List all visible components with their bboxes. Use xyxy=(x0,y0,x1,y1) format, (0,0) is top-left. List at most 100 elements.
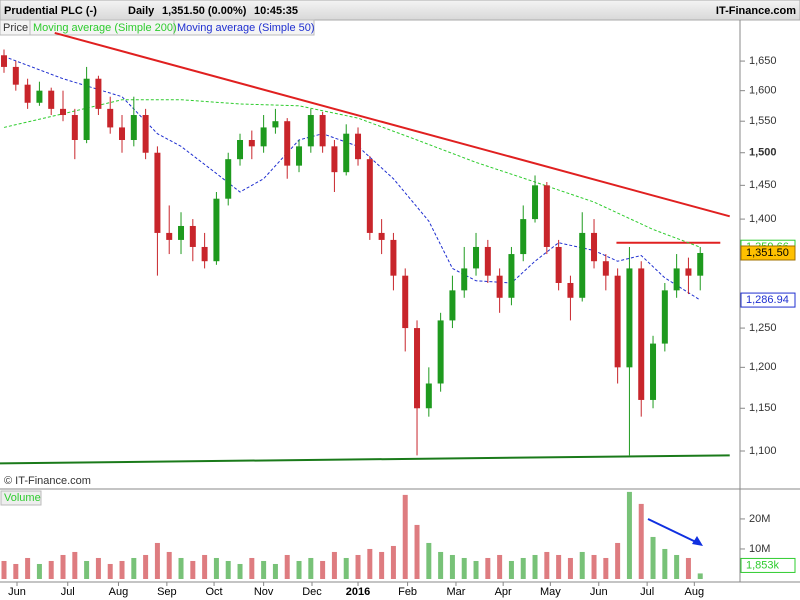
y-tick-label: 1,250 xyxy=(749,322,777,334)
candle-body xyxy=(248,139,255,147)
candle-body xyxy=(225,159,232,199)
volume-bar xyxy=(296,560,302,579)
x-tick-label: Jun xyxy=(590,586,608,598)
volume-bar xyxy=(107,563,113,579)
candle-body xyxy=(591,232,598,262)
candle-body xyxy=(1,55,8,67)
arrow xyxy=(647,518,699,544)
volume-bar xyxy=(567,557,573,579)
volume-bar xyxy=(473,560,479,579)
volume-bar xyxy=(615,542,621,579)
candle-body xyxy=(154,152,161,233)
candle-body xyxy=(661,290,668,344)
y-tick-label: 1,500 xyxy=(749,147,777,159)
x-tick-label: Dec xyxy=(302,586,322,598)
candle-body xyxy=(473,246,480,269)
candle-body xyxy=(685,268,692,276)
legend-ma200: Moving average (Simple 200) xyxy=(33,22,177,34)
moving-average xyxy=(3,99,701,248)
candle-body xyxy=(532,185,539,220)
volume-bar xyxy=(626,491,632,579)
volume-last-box xyxy=(740,557,796,573)
volume-bar xyxy=(178,557,184,579)
candle-body xyxy=(107,108,114,128)
x-tick-label: Feb xyxy=(398,586,417,598)
arrow-head xyxy=(692,536,703,546)
volume-bar xyxy=(461,557,467,579)
y-tick-label: 1,650 xyxy=(749,55,777,67)
volume-bar xyxy=(556,554,562,579)
candle-body xyxy=(71,115,78,140)
candle-body xyxy=(579,232,586,298)
brand: IT-Finance.com xyxy=(716,5,796,17)
volume-bar xyxy=(508,560,514,579)
volume-bar xyxy=(72,551,78,579)
volume-bar xyxy=(544,551,550,579)
last-value-box xyxy=(740,292,796,308)
volume-bar xyxy=(249,557,255,579)
volume-bar xyxy=(202,554,208,579)
candle-body xyxy=(496,275,503,298)
candle-body xyxy=(402,275,409,329)
candle-body xyxy=(414,328,421,409)
volume-title: Volume xyxy=(4,492,41,504)
candle-body xyxy=(697,252,704,276)
volume-bar xyxy=(343,557,349,579)
volume-bar xyxy=(60,554,66,579)
x-tick-label: 2016 xyxy=(346,586,370,598)
x-tick-label: Nov xyxy=(254,586,274,598)
legend-bar xyxy=(0,19,315,36)
candle-body xyxy=(378,232,385,240)
x-tick-label: Jul xyxy=(61,586,75,598)
volume-bar xyxy=(379,551,385,579)
v-tick-label: 10M xyxy=(749,543,770,555)
volume-bar xyxy=(402,494,408,579)
time: 10:45:35 xyxy=(254,5,298,17)
x-tick-label: Jun xyxy=(8,586,26,598)
candle-body xyxy=(119,127,126,140)
candle-body xyxy=(166,232,173,240)
moving-average xyxy=(3,55,701,301)
volume-bar xyxy=(532,554,538,579)
volume-bar xyxy=(261,560,267,579)
volume-bar xyxy=(603,557,609,579)
trendline xyxy=(54,31,730,218)
volume-bar xyxy=(520,557,526,579)
price: 1,351.50 (0.00%) xyxy=(162,5,247,17)
volume-bar xyxy=(638,503,644,579)
volume-bar xyxy=(237,563,243,579)
candle-body xyxy=(272,121,279,128)
volume-bar xyxy=(414,524,420,579)
volume-bar xyxy=(36,563,42,579)
volume-bar xyxy=(119,560,125,579)
x-tick-label: Aug xyxy=(685,586,705,598)
candle-body xyxy=(638,268,645,400)
volume-bar xyxy=(308,557,314,579)
x-tick-label: Oct xyxy=(205,586,222,598)
candle-body xyxy=(555,246,562,283)
candle-body xyxy=(425,383,432,409)
candle-body xyxy=(461,268,468,291)
volume-bar xyxy=(48,560,54,579)
v-tick-label: 20M xyxy=(749,513,770,525)
candle-body xyxy=(237,139,244,160)
candle-body xyxy=(355,133,362,160)
period: Daily xyxy=(128,5,155,17)
candle-body xyxy=(520,219,527,255)
candle-body xyxy=(331,146,338,173)
volume-bar xyxy=(497,554,503,579)
volume-bar xyxy=(225,560,231,579)
trendline xyxy=(0,454,730,465)
candle-body xyxy=(95,78,102,109)
volume-bar xyxy=(650,536,656,579)
candle-body xyxy=(24,84,31,103)
volume-title-box xyxy=(0,490,42,506)
x-tick-label: Sep xyxy=(157,586,177,598)
candle-body xyxy=(626,268,633,368)
candle-body xyxy=(260,127,267,147)
volume-bar xyxy=(485,557,491,579)
volume-bar xyxy=(320,560,326,579)
candle-body xyxy=(142,115,149,153)
candle-body xyxy=(48,90,55,109)
